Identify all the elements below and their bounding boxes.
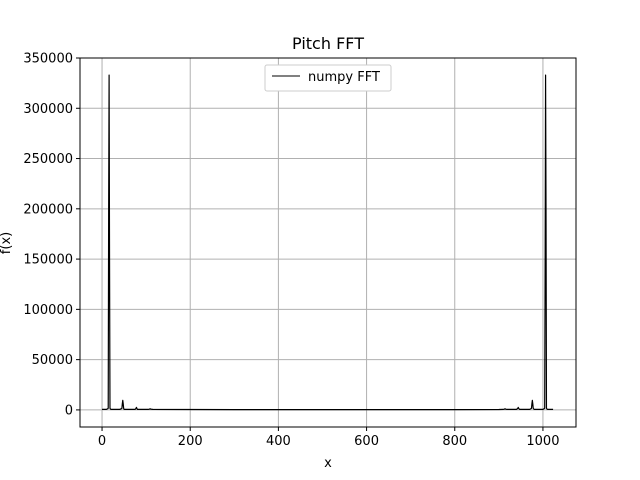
x-tick-label: 1000 bbox=[526, 434, 559, 449]
series-line-numpy-fft bbox=[102, 74, 554, 411]
x-tick-label: 400 bbox=[266, 434, 291, 449]
x-axis-label: x bbox=[324, 456, 332, 471]
axis-ticks: 0 200 400 600 800 1000 0 50000 100000 150000 20000… bbox=[23, 52, 559, 450]
legend: numpy FFT bbox=[264, 64, 392, 92]
x-tick-label: 600 bbox=[354, 434, 379, 449]
x-tick-label: 0 bbox=[98, 434, 106, 449]
y-tick-label: 150000 bbox=[23, 253, 73, 268]
y-tick-label: 300000 bbox=[23, 102, 73, 117]
y-tick-label: 100000 bbox=[23, 303, 73, 318]
x-tick-label: 800 bbox=[442, 434, 467, 449]
x-tick-label: 200 bbox=[178, 434, 203, 449]
y-tick-label: 0 bbox=[65, 403, 73, 418]
y-tick-label: 50000 bbox=[32, 353, 73, 368]
y-tick-label: 200000 bbox=[23, 202, 73, 217]
legend-label: numpy FFT bbox=[308, 70, 380, 85]
y-tick-label: 350000 bbox=[23, 52, 73, 67]
chart-title: Pitch FFT bbox=[292, 34, 364, 53]
y-tick-label: 250000 bbox=[23, 152, 73, 167]
axes-frame bbox=[79, 57, 577, 428]
y-axis-label: f(x) bbox=[0, 232, 14, 254]
plot-area bbox=[102, 74, 554, 411]
legend-box bbox=[264, 64, 392, 92]
